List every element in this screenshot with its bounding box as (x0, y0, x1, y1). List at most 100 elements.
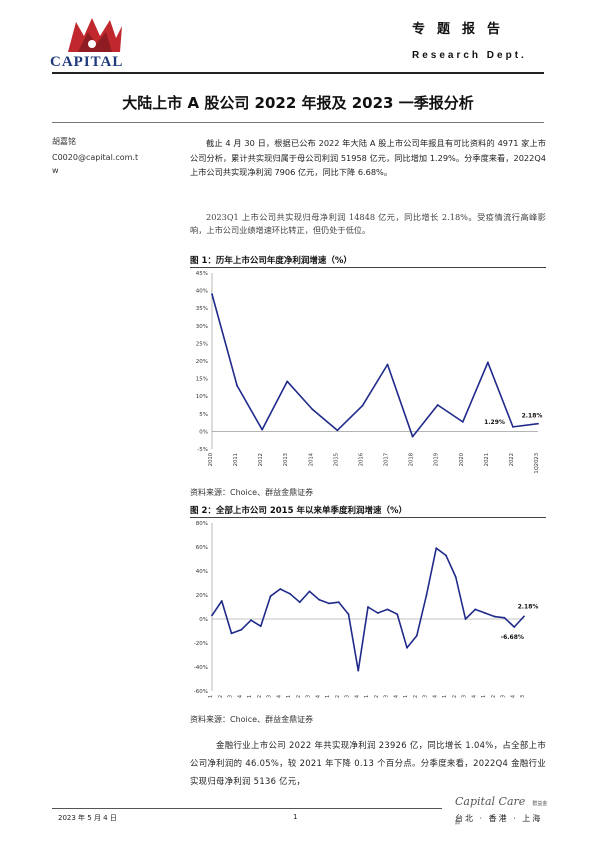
x-tick-label: 16Q2 (257, 695, 263, 698)
data-point (269, 595, 272, 598)
author-email[interactable]: C0020@capital.com.t (52, 153, 139, 162)
footer-brand-script: Capital Care (455, 795, 526, 808)
data-point (493, 615, 496, 618)
data-point (435, 547, 438, 550)
data-point (386, 608, 389, 611)
x-tick-label: 17Q2 (296, 695, 302, 698)
page-title: 大陆上市 A 股公司 2022 年报及 2023 一季报分析 (122, 94, 474, 112)
y-tick-label: 10% (196, 394, 208, 400)
x-tick-label: 2018 (409, 453, 415, 466)
data-point (512, 425, 514, 428)
data-point (318, 598, 321, 601)
data-point (298, 601, 301, 604)
chart-quarterly-profit-growth: -60% -40% -20% 0% 20% 40% 60% 80% 15Q1 15Q2 15Q315… (194, 521, 539, 698)
data-point (415, 634, 418, 637)
paragraph-1: 截止 4 月 30 日，根据已公布 2022 年大陆 A 股上市公司年报且有可比… (190, 138, 546, 177)
data-point (484, 612, 486, 614)
figure-1-title: 图 1：历年上市公司年度净利润增速（%） (190, 256, 352, 266)
data-point (461, 420, 464, 423)
x-tick-label: 22Q3 (501, 695, 507, 698)
author-name: 胡嘉铭 (52, 137, 76, 146)
y-tick-label: -40% (194, 665, 208, 671)
eagle-logo-icon (68, 18, 122, 52)
x-tick-label: 22Q4 (510, 695, 516, 698)
data-point (259, 625, 262, 628)
chart-annual-profit-growth: -5% 0% 5% 10% 15% 20% 25% 30% 35% 40% 45% 2010 2011 2… (196, 271, 543, 473)
data-point (474, 608, 477, 611)
x-tick-label: 2012 (258, 453, 264, 466)
data-point (445, 554, 447, 557)
y-tick-label: -20% (194, 641, 208, 647)
x-tick-label: 2021 (484, 453, 490, 466)
data-point (240, 628, 243, 631)
data-point (250, 619, 252, 622)
y-tick-label: -5% (197, 447, 208, 453)
y-tick-label: 20% (196, 593, 208, 599)
x-tick-label: 22Q1 (481, 695, 487, 698)
x-tick-label: 15Q3 (228, 695, 234, 698)
footer-rule (52, 808, 442, 809)
x-tick-label: 20Q4 (432, 695, 438, 698)
x-tick-label: 19Q3 (384, 695, 390, 698)
x-tick-label: 15Q2 (218, 695, 224, 698)
data-point (523, 615, 525, 618)
data-point (486, 361, 489, 364)
paragraph-3: 金融行业上市公司 2022 年共实现净利润 23926 亿，同比增长 1.04%… (190, 740, 546, 786)
x-tick-label: 20Q3 (423, 695, 429, 698)
x-tick-label: 19Q2 (374, 695, 380, 698)
y-tick-label: 0% (199, 429, 208, 435)
data-label: 2.18% (522, 413, 543, 420)
x-tick-label: 2010 (208, 453, 214, 466)
x-tick-label: 16Q3 (267, 695, 273, 698)
y-tick-label: 45% (196, 271, 208, 277)
data-point (436, 404, 439, 406)
x-tick-label: 17Q1 (286, 695, 292, 698)
x-tick-label: 18Q3 (345, 695, 351, 698)
footer-date: 2023 年 5 月 4 日 (58, 814, 117, 822)
x-tick-label: 21Q1 (442, 695, 448, 698)
y-tick-label: -60% (194, 689, 208, 695)
y-tick-label: 80% (196, 521, 208, 527)
figure-1-rule (190, 267, 546, 268)
data-point (464, 618, 467, 620)
x-tick-label: 2011 (233, 453, 239, 466)
data-point (230, 632, 233, 635)
report-type: 专题报告 (412, 22, 513, 37)
x-tick-label: 19Q1 (364, 695, 370, 698)
data-point (336, 429, 339, 432)
data-point (396, 613, 399, 616)
x-tick-label: 2022 (509, 453, 515, 466)
x-tick-label: 20Q2 (413, 695, 419, 698)
x-tick-label: 22Q2 (491, 695, 497, 698)
footer-brand-cn: 群益金鼎 (455, 801, 548, 826)
x-tick-label: 20Q1 (403, 695, 409, 698)
y-tick-label: 30% (196, 324, 208, 330)
x-tick-label: 18Q1 (325, 695, 331, 698)
x-tick-label: 2017 (384, 453, 390, 466)
series-line (211, 547, 525, 672)
x-tick-label: 19Q4 (393, 695, 399, 698)
y-tick-label: 25% (196, 341, 208, 347)
figure-2-source: 资料来源：Choice、群益金鼎证券 (190, 715, 314, 724)
data-point (347, 613, 350, 616)
data-point (503, 616, 506, 619)
figure-1-source: 资料来源：Choice、群益金鼎证券 (190, 488, 314, 497)
data-point (376, 612, 379, 614)
title-rule (52, 122, 544, 123)
x-tick-label: 1Q2023 (534, 453, 540, 473)
y-tick-label: 0% (199, 617, 208, 623)
y-tick-label: 35% (196, 306, 208, 312)
data-point (220, 600, 223, 602)
y-tick-label: 20% (196, 359, 208, 365)
x-tick-label: 16Q1 (247, 695, 253, 698)
logo-text: CAPITAL (50, 54, 124, 70)
figure-2-rule (190, 517, 546, 518)
y-tick-label: 60% (196, 545, 208, 551)
data-point (386, 363, 389, 366)
figure-2-title: 图 2：全部上市公司 2015 年以来单季度利润增速（%） (190, 506, 407, 516)
data-point (286, 380, 289, 383)
data-point (328, 602, 330, 605)
x-tick-label: 2016 (358, 453, 364, 466)
data-point (367, 606, 369, 608)
